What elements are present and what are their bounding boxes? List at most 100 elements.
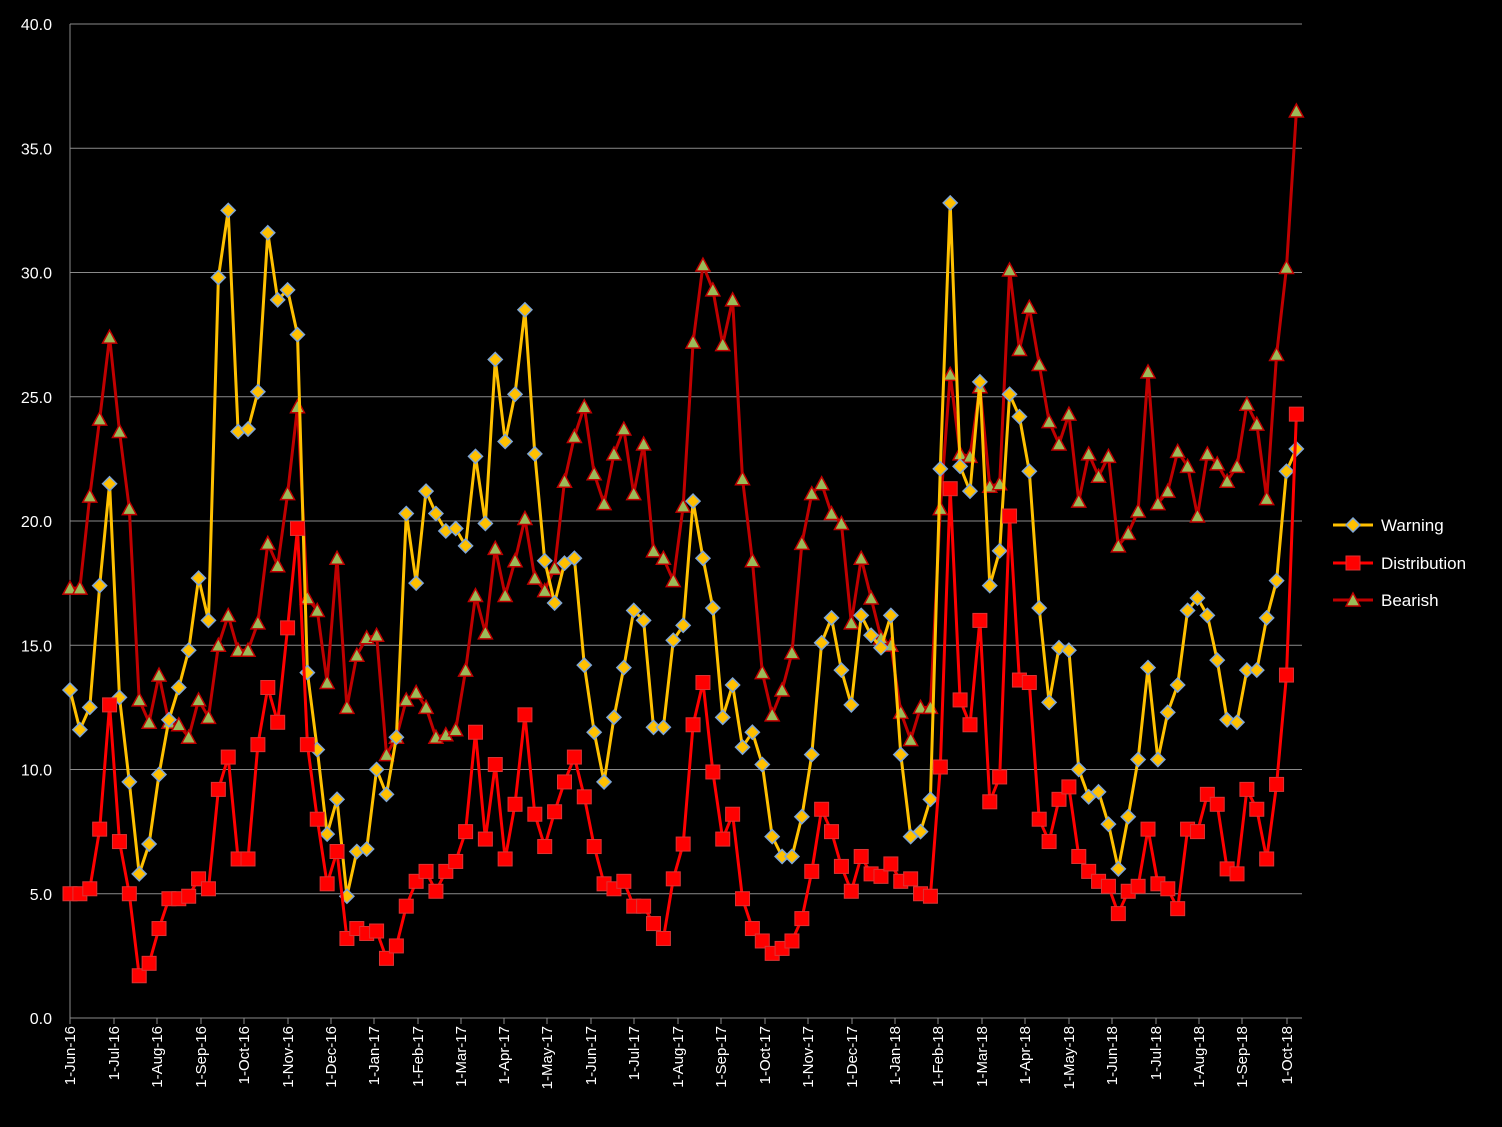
data-point [249,614,267,630]
data-point [942,481,958,497]
data-point [675,836,691,852]
x-tick-label: 1-May-17 [539,1026,556,1089]
data-point [487,351,504,368]
data-point [369,923,385,939]
legend-label: Distribution [1381,554,1466,573]
data-point [180,728,197,744]
data-point [585,465,603,481]
data-point [130,691,148,707]
data-point [1001,386,1018,403]
data-point [685,717,701,733]
data-point [121,499,138,516]
legend-item-bearish: Bearish [1333,591,1439,610]
data-point [1228,457,1246,474]
legend-marker [1345,555,1361,571]
data-point [1140,821,1156,837]
data-point [536,581,553,598]
data-point [883,856,899,872]
data-point [961,483,979,500]
data-point [882,607,899,624]
data-point [823,609,840,626]
data-point [279,485,296,501]
data-point [1119,524,1137,541]
legend-item-distribution: Distribution [1333,554,1466,573]
data-point [794,911,810,927]
data-point [398,505,415,522]
data-point [447,520,464,537]
data-point [1229,866,1245,882]
data-point [744,921,760,937]
data-point [318,673,336,690]
data-point [487,757,503,773]
series-warning [61,194,1305,905]
data-point [704,599,721,617]
data-point [101,328,118,344]
x-tick-label: 1-May-18 [1061,1026,1078,1089]
data-point [625,602,642,619]
x-tick-label: 1-Jan-18 [887,1026,904,1085]
data-point [141,955,157,971]
data-point [695,675,711,691]
data-point [714,709,731,726]
data-point [962,717,978,733]
data-point [417,698,435,715]
data-point [417,483,435,500]
data-point [240,851,256,867]
data-point [1100,447,1117,464]
data-point [487,539,504,556]
data-point [180,642,197,659]
data-point [210,636,227,652]
series-group [61,102,1305,984]
data-point [685,493,702,510]
data-point [932,460,949,477]
data-point [497,433,514,450]
data-point [200,881,216,897]
data-point [1041,834,1057,850]
data-point [279,281,296,298]
data-point [843,696,860,713]
y-axis-ticks: 0.0 5.0 10.0 15.0 20.0 25.0 30.0 35.0 40.0 [21,17,52,1028]
data-point [833,662,850,679]
data-point [526,445,543,462]
data-point [1278,667,1294,683]
x-tick-label: 1-Mar-18 [974,1026,991,1087]
data-point [1248,415,1266,431]
data-point [803,746,820,763]
series-bearish [61,102,1305,762]
x-tick-label: 1-Feb-17 [410,1026,427,1087]
data-point [852,549,870,566]
data-point [299,737,315,753]
data-point [289,520,305,536]
data-point [863,627,880,644]
data-point [338,698,356,715]
data-point [1288,406,1304,422]
data-point [1269,776,1285,792]
data-point [793,808,810,825]
data-point [398,898,414,914]
data-point [190,570,207,587]
y-tick-label: 35.0 [21,141,52,158]
data-point [477,515,494,532]
data-point [773,681,791,697]
data-point [1011,408,1028,425]
data-point [941,365,959,382]
data-point [616,873,632,889]
data-point [141,835,158,853]
data-point [1169,676,1186,694]
data-point [150,666,168,682]
data-point [1090,783,1107,800]
data-point [714,335,731,352]
data-point [1259,851,1275,867]
data-point [91,577,108,594]
data-point [308,601,326,618]
data-point [576,657,593,674]
data-point [734,739,751,756]
data-point [1209,652,1226,669]
x-tick-label: 1-Oct-17 [757,1026,774,1084]
data-point [694,256,712,272]
data-point [91,410,108,426]
data-point [200,612,217,629]
data-point [724,291,741,307]
data-point [783,644,801,660]
data-point [61,579,79,595]
